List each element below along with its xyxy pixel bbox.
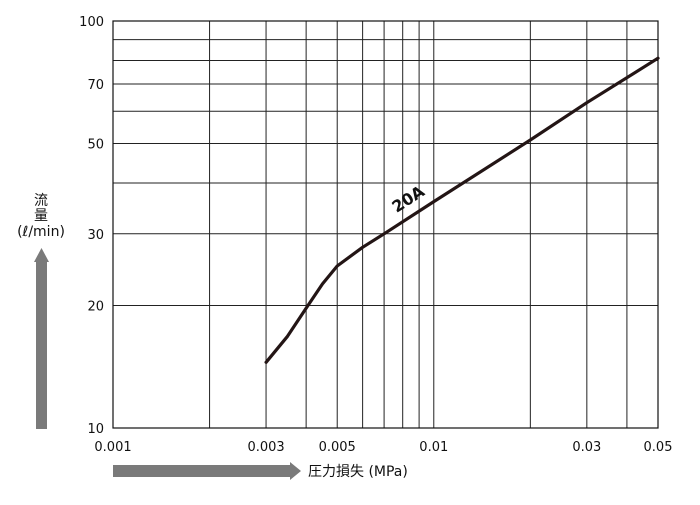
plot-frame: [112, 20, 659, 429]
x-tick-label: 0.005: [319, 440, 356, 455]
x-tick-label: 0.05: [644, 440, 673, 455]
y-tick-label: 70: [87, 78, 104, 93]
series-layer: 20A: [264, 56, 660, 364]
y-axis-label-line2: 量: [34, 208, 48, 224]
y-tick-label: 50: [87, 138, 104, 153]
x-tick-label: 0.003: [247, 440, 284, 455]
x-tick-label: 0.001: [94, 440, 131, 455]
y-axis-label-line1: 流: [34, 193, 48, 209]
tick-labels: 0.001 0.003 0.005 0.01 0.03 0.05 10 20 30 50 70 100: [79, 15, 672, 455]
x-tick-label: 0.01: [419, 440, 448, 455]
x-axis-arrow-icon: [113, 462, 301, 480]
series-label: 20A: [388, 181, 428, 216]
y-tick-label: 10: [87, 422, 104, 437]
grid-layer: [113, 21, 658, 428]
y-axis-label-unit: (ℓ/min): [17, 224, 65, 240]
x-tick-label: 0.03: [572, 440, 601, 455]
series-line-20A: [264, 56, 660, 364]
y-axis-arrow-icon: [34, 248, 49, 429]
y-tick-label: 30: [87, 228, 104, 243]
y-tick-label: 100: [79, 15, 104, 30]
y-tick-label: 20: [87, 299, 104, 314]
x-axis-label: 圧力損失 (MPa): [308, 464, 408, 480]
